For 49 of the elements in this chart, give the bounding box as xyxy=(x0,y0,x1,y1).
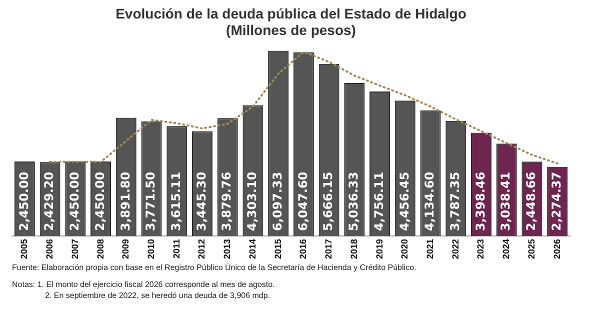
data-label: 4,756.11 xyxy=(372,172,386,231)
x-tick-label: 2006 xyxy=(44,238,55,260)
data-label: 3,787.35 xyxy=(448,172,462,231)
data-label: 3,771.50 xyxy=(144,172,158,231)
x-tick-label: 2017 xyxy=(324,238,334,260)
text: 2. En septiembre de 2022, se heredó una deuda de 3,906 mdp. xyxy=(44,290,272,301)
x-tick-label: 2016 xyxy=(298,238,308,260)
chart-subtitle: (Millones de pesos) xyxy=(226,22,356,38)
data-label: 2,450.00 xyxy=(68,172,82,231)
x-tick-label: 2008 xyxy=(95,238,106,260)
x-tick-label: 2018 xyxy=(348,238,359,260)
data-label: 2,274.37 xyxy=(549,172,564,231)
x-tick-label: 2020 xyxy=(400,238,410,260)
data-label: 2,450.00 xyxy=(92,172,107,231)
x-tick-label: 2007 xyxy=(70,238,80,260)
data-label: 4,134.60 xyxy=(422,172,437,231)
text: Notas: 1. El monto del ejercicio fiscal 2026 corresponde al mes de agosto. xyxy=(12,279,276,290)
x-tick-label: 2022 xyxy=(450,238,460,260)
x-tick-label: 2019 xyxy=(374,238,384,260)
data-label: 3,615.11 xyxy=(168,172,183,231)
source-note: Fuente: Elaboración propia con base en el Registro Público Único de la Secretaría de Hacienda y Crédito Público. xyxy=(12,262,418,273)
x-tick-label: 2010 xyxy=(146,238,156,260)
chart-title: Evolución de la deuda pública del Estado de Hidalgo xyxy=(116,5,466,22)
x-tick-label: 2024 xyxy=(501,238,512,260)
data-label: 4,456.45 xyxy=(397,172,412,231)
x-tick-label: 2011 xyxy=(171,238,182,259)
x-tick-label: 2013 xyxy=(222,238,232,260)
data-label: 3,891.80 xyxy=(118,172,132,231)
data-label: 3,038.41 xyxy=(498,172,513,231)
x-tick-label: 2005 xyxy=(19,238,30,260)
x-tick-label: 2026 xyxy=(552,238,562,260)
data-label: 2,429.20 xyxy=(42,172,56,231)
data-label: 4,303.10 xyxy=(245,172,260,231)
x-tick-label: 2015 xyxy=(272,238,283,260)
x-tick-label: 2014 xyxy=(247,238,258,260)
data-label: 5,036.33 xyxy=(346,172,361,231)
data-label: 3,445.30 xyxy=(194,172,208,231)
x-tick-label: 2023 xyxy=(476,238,486,260)
data-label: 6,047.60 xyxy=(296,172,310,231)
data-label: 2,448.66 xyxy=(524,172,538,231)
x-tick-label: 2021 xyxy=(424,238,435,260)
data-label: 5,666.15 xyxy=(321,172,336,231)
data-label: 2,450.00 xyxy=(16,172,31,231)
data-label: 6,097.33 xyxy=(270,172,284,231)
x-tick-label: 2025 xyxy=(526,238,536,260)
data-label: 3,398.46 xyxy=(473,172,488,231)
x-tick-label: 2012 xyxy=(196,238,207,260)
data-label: 3,879.76 xyxy=(220,172,234,231)
x-tick-label: 2009 xyxy=(120,238,131,260)
